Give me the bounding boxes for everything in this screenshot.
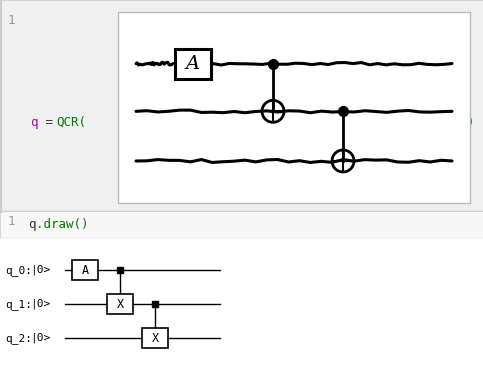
FancyBboxPatch shape	[0, 211, 483, 238]
Text: X: X	[116, 298, 124, 311]
FancyBboxPatch shape	[118, 12, 470, 203]
Text: 1: 1	[8, 215, 15, 228]
Text: q: q	[30, 116, 38, 129]
Text: q_0:: q_0:	[5, 265, 32, 275]
Bar	[152, 301, 158, 307]
FancyBboxPatch shape	[142, 328, 168, 348]
Text: |0>: |0>	[30, 299, 50, 309]
FancyBboxPatch shape	[0, 0, 483, 211]
FancyBboxPatch shape	[72, 260, 98, 280]
Bar	[117, 267, 123, 273]
Text: 1: 1	[8, 14, 15, 27]
Text: |0>: |0>	[30, 265, 50, 275]
Text: q: q	[28, 218, 35, 231]
Text: ): )	[467, 116, 474, 129]
Text: |0>: |0>	[30, 333, 50, 343]
Text: q_2:: q_2:	[5, 333, 32, 344]
Text: A: A	[82, 264, 88, 277]
Text: q_1:: q_1:	[5, 299, 32, 310]
Text: =: =	[38, 116, 60, 129]
FancyBboxPatch shape	[107, 294, 133, 314]
Text: A: A	[186, 54, 200, 72]
Text: .draw(): .draw()	[36, 218, 88, 231]
Text: QCR(: QCR(	[56, 116, 86, 129]
FancyBboxPatch shape	[0, 238, 483, 381]
Text: X: X	[152, 331, 158, 344]
FancyBboxPatch shape	[175, 48, 211, 78]
